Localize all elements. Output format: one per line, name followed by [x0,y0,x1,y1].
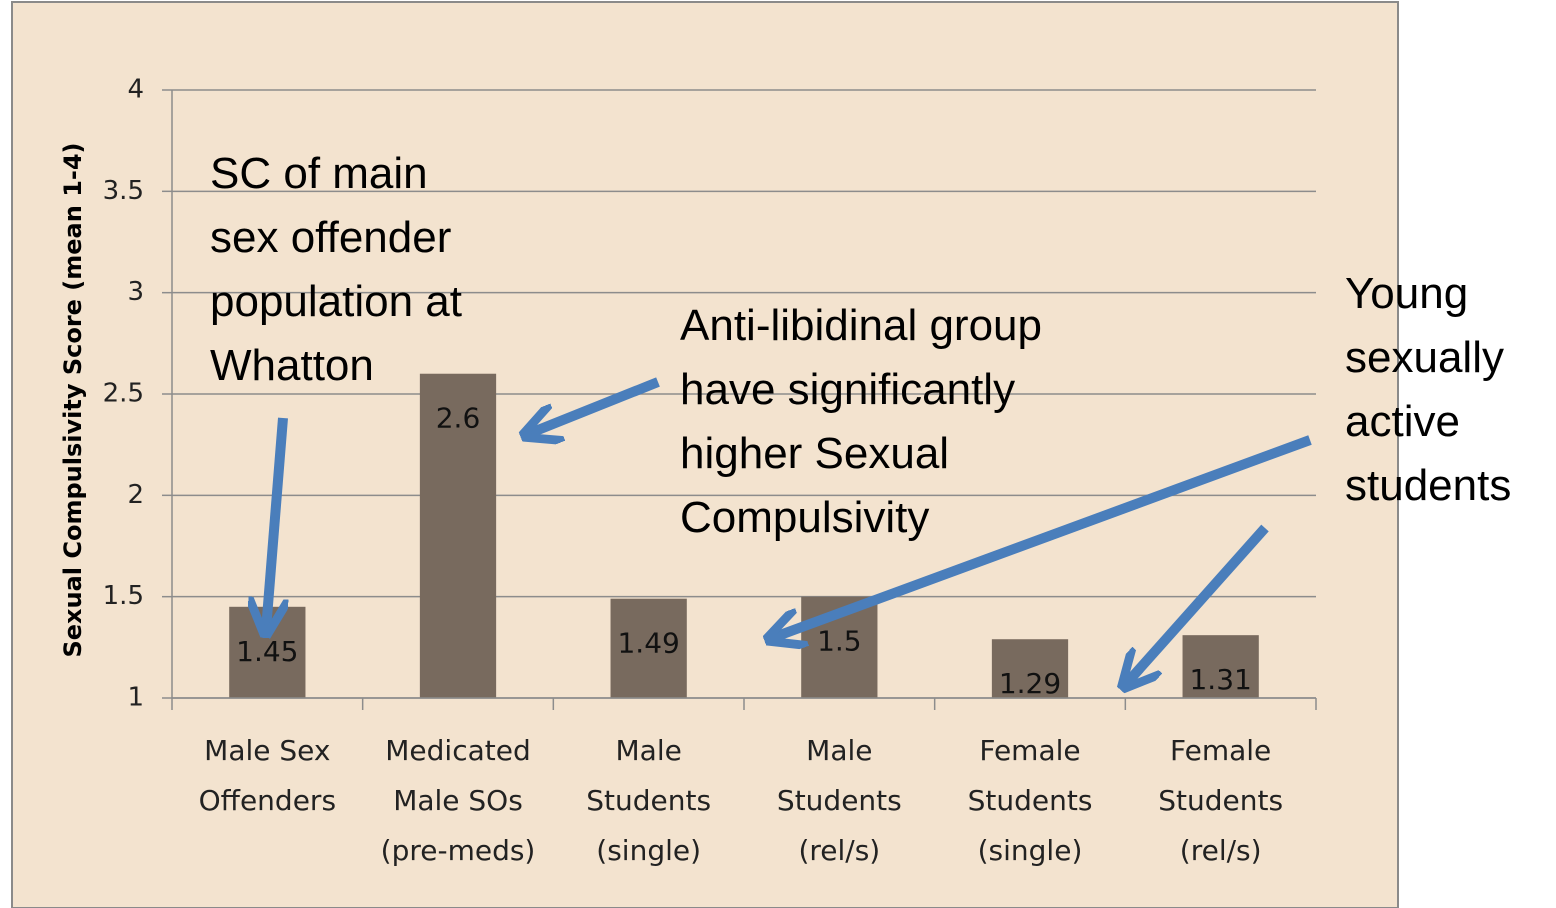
x-tick-label: Male Sex Offenders [199,734,336,817]
x-tick-label: Medicated Male SOs (pre-meds) [381,734,536,867]
annotation: Anti-libidinal group have significantly hi… [680,301,1042,542]
x-tick-label: Male Students (single) [586,734,711,867]
y-tick-label: 2.5 [103,379,144,409]
value-label: 1.45 [236,635,298,668]
arrow [528,377,660,434]
annotation: SC of main sex offender population at Whatt… [210,149,462,390]
x-tick-label: Male Students (rel/s) [777,734,902,867]
x-tick-label: Female Students (single) [968,734,1093,867]
y-tick-label: 4 [127,75,144,105]
bar [419,373,497,698]
arrow [1126,524,1269,684]
bar [610,598,687,698]
value-label: 1.31 [1189,663,1251,696]
chart-background [11,1,1399,908]
y-tick-label: 1 [127,683,144,713]
y-tick-label: 3.5 [103,176,144,206]
y-axis-label: Sexual Compulsivity Score (mean 1-4) [59,142,87,657]
y-tick-label: 2 [127,480,144,510]
plot-area: 1 1.5 2 2.5 3 3.5 4 1.45 Male Sex Offenders 2.6 Med… [103,75,1317,867]
annotation: Young sexually active students [1345,269,1511,510]
value-label: 1.5 [817,625,862,658]
x-tick-label: Female Students (rel/s) [1158,734,1283,867]
bar [1182,635,1259,698]
bar [991,639,1069,698]
arrow [772,435,1312,638]
y-tick-label: 1.5 [103,581,144,611]
y-tick-label: 3 [127,277,144,307]
value-label: 1.49 [617,627,679,660]
arrows [266,377,1312,684]
arrow [266,417,283,630]
value-label: 1.29 [999,667,1061,700]
value-label: 2.6 [436,402,481,435]
